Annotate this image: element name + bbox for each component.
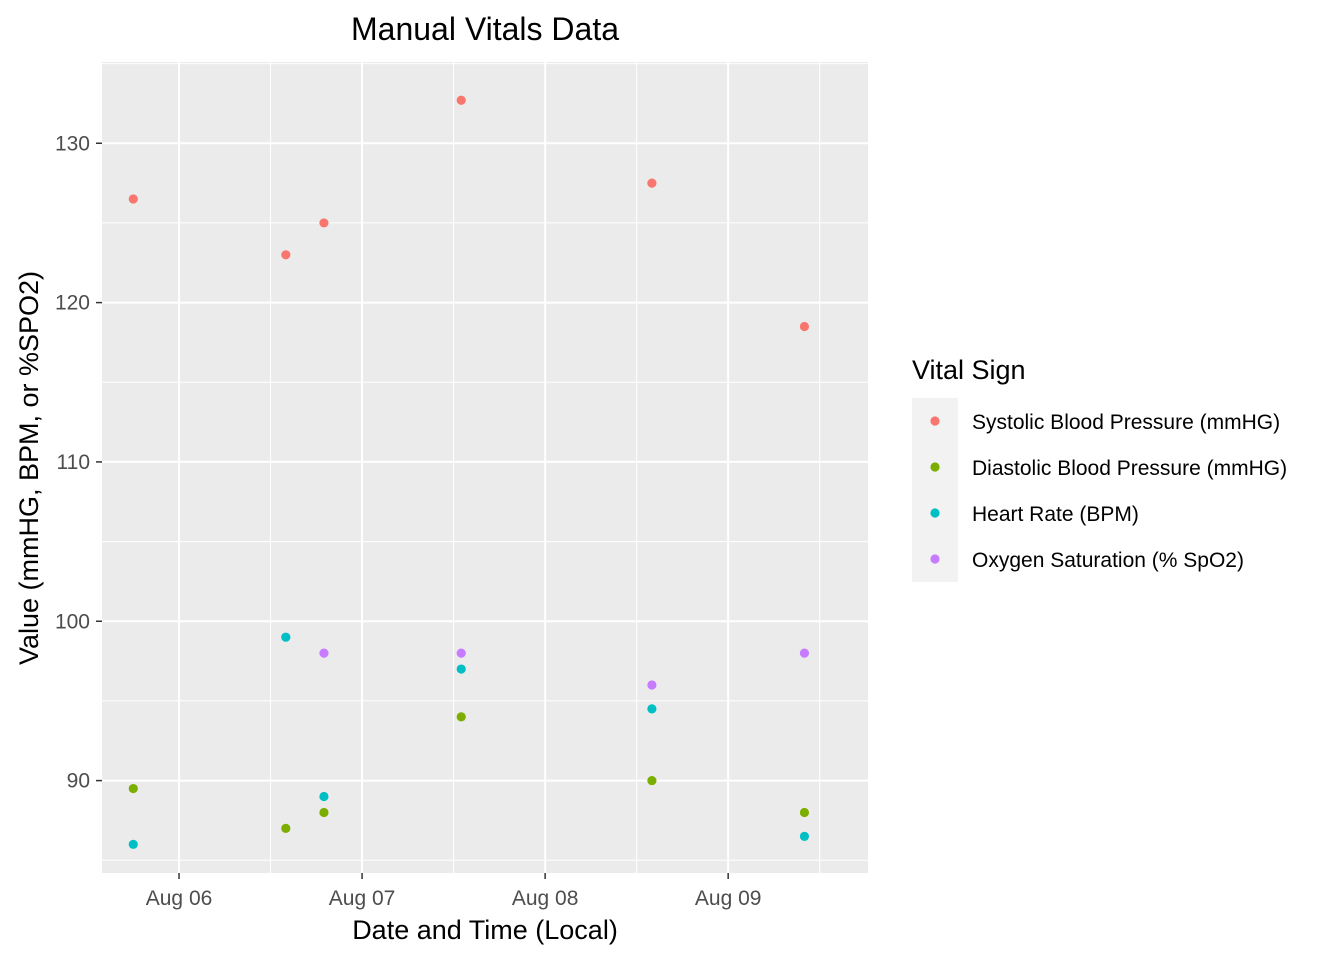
data-point <box>281 632 291 642</box>
data-point <box>647 775 657 786</box>
data-point <box>128 783 138 794</box>
x-axis-title: Date and Time (Local) <box>352 915 618 945</box>
data-point <box>319 218 329 228</box>
legend-title: Vital Sign <box>912 355 1026 385</box>
x-tick-label: Aug 07 <box>329 887 396 910</box>
data-point <box>647 704 657 714</box>
data-point <box>319 807 329 818</box>
legend-key <box>930 508 940 518</box>
data-point <box>799 831 810 841</box>
data-point <box>456 648 466 658</box>
legend-label: Diastolic Blood Pressure (mmHG) <box>972 457 1287 480</box>
legend-key <box>930 462 940 472</box>
data-point <box>799 648 810 658</box>
legend-label: Systolic Blood Pressure (mmHG) <box>972 411 1280 434</box>
y-tick-label: 90 <box>67 770 90 793</box>
y-tick-label: 110 <box>57 451 90 474</box>
y-tick-label: 120 <box>55 292 90 315</box>
data-points <box>128 95 810 849</box>
major-gridlines <box>102 62 868 873</box>
y-tick-label: 100 <box>55 610 90 633</box>
data-point <box>281 250 291 260</box>
legend-key <box>930 554 940 564</box>
minor-gridlines <box>102 62 868 873</box>
data-point <box>319 791 329 802</box>
y-tick-label: 130 <box>55 132 90 155</box>
legend-label: Oxygen Saturation (% SpO2) <box>972 549 1244 572</box>
data-point <box>647 680 657 690</box>
legend-key <box>930 416 940 426</box>
x-tick-label: Aug 08 <box>512 887 579 910</box>
data-point <box>281 823 291 833</box>
data-point <box>319 648 329 658</box>
data-point <box>128 839 138 849</box>
chart-title: Manual Vitals Data <box>351 11 619 47</box>
plot-panel <box>102 62 868 873</box>
data-point <box>456 95 466 105</box>
data-point <box>456 712 466 722</box>
x-tick-label: Aug 09 <box>695 887 762 910</box>
x-axis-ticks: Aug 06 Aug 07 Aug 08 Aug 09 <box>146 873 762 910</box>
y-axis-title: Value (mmHG, BPM, or %SPO2) <box>14 271 44 665</box>
legend-label: Heart Rate (BPM) <box>972 503 1139 526</box>
data-point <box>799 321 810 332</box>
data-point <box>799 807 810 818</box>
y-axis-ticks: 90 100 110 120 130 <box>55 132 102 793</box>
data-point <box>456 664 466 674</box>
data-point <box>647 178 657 188</box>
legend-key-background <box>912 398 958 582</box>
x-tick-label: Aug 06 <box>146 887 213 910</box>
legend: Systolic Blood Pressure (mmHG) Diastolic … <box>930 411 1287 572</box>
data-point <box>128 194 138 204</box>
